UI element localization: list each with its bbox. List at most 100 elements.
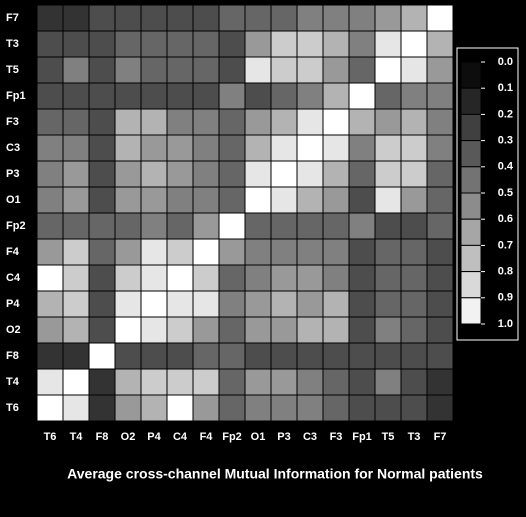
cell xyxy=(244,186,272,214)
cell xyxy=(166,264,194,292)
cell xyxy=(88,238,116,266)
cell xyxy=(192,186,220,214)
cell xyxy=(400,264,428,292)
cell xyxy=(348,316,376,344)
cell xyxy=(218,160,246,188)
cell xyxy=(296,82,324,110)
cell xyxy=(114,368,142,396)
row-label: O2 xyxy=(6,324,21,336)
cell xyxy=(270,394,298,422)
colorbar-tick-label: 0.3 xyxy=(498,135,513,147)
cell xyxy=(348,264,376,292)
cell xyxy=(426,4,454,32)
cell xyxy=(36,290,64,318)
colorbar-band xyxy=(460,218,482,246)
cell xyxy=(244,238,272,266)
cell xyxy=(140,56,168,84)
column-label: P3 xyxy=(277,431,290,443)
cell xyxy=(114,342,142,370)
cell xyxy=(296,108,324,136)
colorbar-band xyxy=(460,244,482,273)
row-label: T5 xyxy=(6,64,19,76)
cell xyxy=(166,4,194,32)
cell xyxy=(36,264,64,292)
cell xyxy=(296,342,324,370)
cell xyxy=(192,82,220,110)
cell xyxy=(166,290,194,318)
cell xyxy=(244,56,272,84)
cell xyxy=(88,160,116,188)
cell xyxy=(140,368,168,396)
cell xyxy=(114,30,142,58)
cell xyxy=(296,186,324,214)
cell xyxy=(218,82,246,110)
cell xyxy=(36,212,64,240)
cell xyxy=(166,342,194,370)
cell xyxy=(166,30,194,58)
row-label: T3 xyxy=(6,38,19,50)
cell xyxy=(166,238,194,266)
cell xyxy=(348,290,376,318)
cell xyxy=(270,238,298,266)
cell xyxy=(62,160,90,188)
cell xyxy=(140,30,168,58)
cell xyxy=(270,82,298,110)
cell xyxy=(192,212,220,240)
cell xyxy=(244,4,272,32)
cell xyxy=(140,394,168,422)
cell xyxy=(348,238,376,266)
row-label: O1 xyxy=(6,194,21,206)
cell xyxy=(218,238,246,266)
cell xyxy=(374,4,402,32)
cell xyxy=(192,368,220,396)
cell xyxy=(374,238,402,266)
cell xyxy=(400,394,428,422)
cell xyxy=(88,134,116,162)
cell xyxy=(426,160,454,188)
cell xyxy=(270,212,298,240)
cell xyxy=(244,368,272,396)
cell xyxy=(218,4,246,32)
cell xyxy=(348,368,376,396)
colorbar-tick-label: 0.1 xyxy=(498,82,513,94)
cell xyxy=(322,212,350,240)
cell xyxy=(62,238,90,266)
cell xyxy=(36,56,64,84)
cell xyxy=(62,82,90,110)
cell xyxy=(244,394,272,422)
cell xyxy=(88,186,116,214)
cell xyxy=(88,212,116,240)
cell xyxy=(62,394,90,422)
cell xyxy=(218,290,246,318)
cell xyxy=(348,108,376,136)
cell xyxy=(348,212,376,240)
cell xyxy=(62,30,90,58)
cell xyxy=(348,160,376,188)
row-label: F8 xyxy=(6,350,19,362)
column-label: Fp2 xyxy=(222,431,242,443)
row-label: Fp2 xyxy=(6,220,26,232)
row-label: C3 xyxy=(6,142,20,154)
cell xyxy=(140,342,168,370)
cell xyxy=(140,82,168,110)
cell xyxy=(88,342,116,370)
column-label: C3 xyxy=(303,431,317,443)
cell xyxy=(114,56,142,84)
cell xyxy=(400,316,428,344)
cell xyxy=(218,316,246,344)
cell xyxy=(348,4,376,32)
cell xyxy=(270,160,298,188)
cell xyxy=(426,30,454,58)
cell xyxy=(322,160,350,188)
column-label: Fp1 xyxy=(352,431,372,443)
cell xyxy=(426,342,454,370)
cell xyxy=(296,56,324,84)
cell xyxy=(244,160,272,188)
cell xyxy=(62,186,90,214)
cell xyxy=(140,238,168,266)
cell xyxy=(140,186,168,214)
cell xyxy=(88,316,116,344)
cell xyxy=(322,342,350,370)
row-label: P4 xyxy=(6,298,20,310)
cell xyxy=(322,238,350,266)
